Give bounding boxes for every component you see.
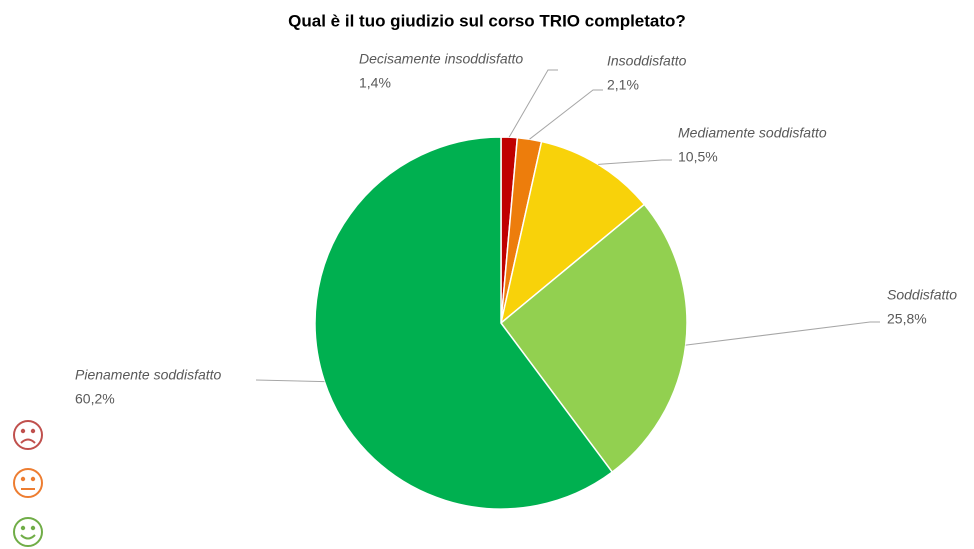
leader-line <box>255 379 325 383</box>
slice-label: Mediamente soddisfatto <box>678 125 827 141</box>
pie-slice <box>499 140 646 325</box>
leader-line <box>598 159 672 165</box>
slice-label: Soddisfatto <box>887 287 957 303</box>
slice-label: Decisamente insoddisfatto <box>359 51 523 67</box>
icons <box>13 420 43 547</box>
value-label: 1,4% <box>359 75 391 91</box>
slice-label: Pienamente soddisfatto <box>75 367 222 383</box>
neutral-face <box>13 468 43 498</box>
chart-title: Qual è il tuo giudizio sul corso TRIO co… <box>288 11 686 30</box>
sad-face <box>13 420 43 450</box>
pie-slice <box>499 203 688 474</box>
value-label: 2,1% <box>607 77 639 93</box>
leader-line <box>508 69 558 138</box>
leader-line <box>685 321 880 346</box>
value-label: 60,2% <box>75 391 115 407</box>
happy-face <box>13 517 43 547</box>
value-label: 25,8% <box>887 311 927 327</box>
slice-label: Insoddisfatto <box>607 53 687 69</box>
value-label: 10,5% <box>678 149 718 165</box>
leader-line <box>529 89 603 140</box>
